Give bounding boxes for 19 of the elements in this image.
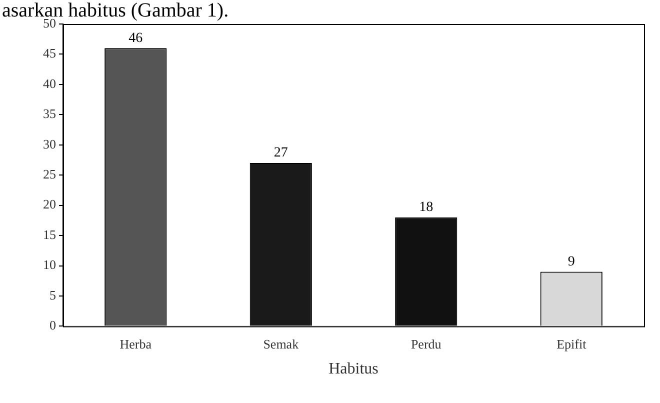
x-tick-label: Semak: [263, 336, 300, 352]
x-tick-label: Herba: [120, 336, 152, 352]
data-label: 9: [568, 254, 575, 270]
y-tick-label: 30: [43, 136, 56, 152]
y-tick-label: 5: [50, 287, 56, 302]
data-label: 27: [274, 146, 288, 161]
y-tick-label: 15: [43, 226, 56, 242]
x-tick-label: Perdu: [410, 336, 442, 352]
y-tick-label: 35: [43, 106, 56, 122]
y-tick-label: 45: [43, 46, 56, 61]
y-tick-label: 0: [50, 318, 56, 333]
x-axis-title: Habitus: [328, 360, 378, 378]
data-label: 46: [128, 30, 143, 46]
y-tick-label: 25: [43, 166, 56, 182]
y-tick-label: 10: [43, 257, 56, 272]
data-label: 18: [419, 200, 434, 216]
y-tick-label: 40: [43, 76, 56, 91]
x-tick-label: Epifit: [556, 336, 587, 352]
y-tick-label: 20: [43, 196, 56, 212]
